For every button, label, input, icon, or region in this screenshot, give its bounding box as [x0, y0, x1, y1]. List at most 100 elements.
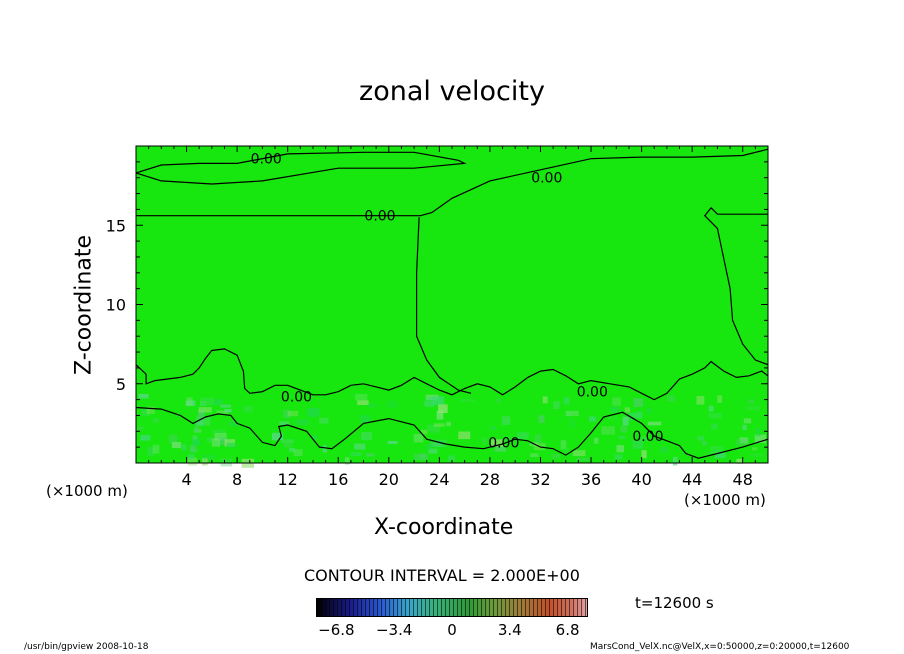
texture-patch	[565, 410, 579, 416]
texture-patch	[521, 433, 527, 438]
texture-patch	[622, 416, 629, 426]
texture-patch	[490, 439, 503, 447]
texture-patch	[212, 429, 226, 434]
texture-patch	[614, 454, 623, 460]
footer-source: MarsCond_VelX.nc@VelX,x=0:50000,z=0:2000…	[590, 642, 850, 652]
texture-patch	[608, 416, 618, 420]
texture-patch	[147, 446, 155, 456]
y-tick-label: 5	[116, 375, 126, 394]
texture-patch	[185, 400, 196, 406]
texture-patch	[714, 451, 726, 459]
texture-patch	[589, 416, 596, 422]
texture-patch	[746, 405, 760, 411]
texture-patch	[181, 444, 187, 451]
texture-patch	[355, 393, 368, 401]
x-tick-label: 48	[733, 470, 753, 489]
texture-patch	[530, 453, 539, 457]
texture-patch	[708, 405, 714, 412]
texture-patch	[553, 401, 560, 410]
texture-patch	[708, 413, 722, 419]
contour-label: 0.00	[531, 171, 562, 187]
contour-label: 0.00	[281, 389, 312, 405]
texture-patch	[709, 445, 723, 454]
texture-patch	[196, 416, 211, 426]
texture-patch	[243, 406, 254, 413]
x-tick-label: 20	[379, 470, 399, 489]
texture-patch	[187, 457, 198, 466]
texture-patch	[319, 417, 329, 424]
texture-patch	[645, 407, 653, 414]
texture-patch	[566, 411, 571, 417]
texture-patch	[322, 445, 327, 453]
texture-patch	[542, 396, 548, 404]
texture-patch	[426, 397, 438, 401]
zero-contour-lines	[135, 148, 769, 459]
texture-patch	[717, 395, 723, 403]
texture-patch	[620, 426, 627, 433]
texture-patch	[141, 408, 150, 417]
x-tick-label: 16	[328, 470, 348, 489]
texture-patch	[212, 399, 223, 406]
texture-patch	[198, 407, 212, 413]
x-tick-label: 32	[530, 470, 550, 489]
texture-patch	[496, 398, 501, 404]
texture-patch	[360, 415, 370, 423]
texture-patch	[192, 435, 198, 440]
texture-patch	[752, 447, 758, 451]
texture-patch	[413, 433, 424, 443]
texture-patch	[563, 447, 570, 454]
texture-patch	[188, 454, 195, 460]
texture-patch	[138, 393, 149, 399]
texture-patch	[428, 448, 438, 454]
x-tick-label: 28	[480, 470, 500, 489]
texture-patch	[272, 432, 283, 441]
texture-patch	[279, 421, 290, 425]
texture-patch	[756, 428, 761, 437]
texture-patch	[458, 431, 471, 440]
x-ticks: 4 8 12 16 20 24 28 32 36 40 44 48	[148, 146, 756, 489]
contour-line	[135, 348, 769, 401]
velocity-field-texture	[136, 393, 766, 468]
texture-patch	[563, 397, 570, 405]
x-tick-label: 4	[181, 470, 191, 489]
texture-patch	[426, 424, 440, 432]
contour-line	[703, 206, 769, 366]
texture-patch	[639, 436, 648, 441]
texture-patch	[494, 446, 507, 452]
texture-patch	[186, 397, 193, 406]
texture-patch	[618, 435, 626, 440]
texture-patch	[704, 452, 713, 457]
texture-patch	[207, 437, 213, 443]
texture-patch	[632, 440, 644, 449]
texture-patch	[152, 444, 160, 454]
contour-label: 0.00	[632, 429, 663, 445]
texture-patch	[660, 447, 669, 453]
texture-patch	[534, 434, 542, 443]
texture-patch	[576, 457, 589, 461]
contour-line	[416, 217, 472, 394]
y-axis-title: Z-coordinate	[71, 235, 97, 375]
texture-patch	[673, 456, 678, 466]
texture-patch	[216, 410, 229, 414]
x-unit-label-left: (×1000 m)	[46, 482, 128, 500]
texture-patch	[572, 450, 586, 457]
y-tick-label: 15	[106, 216, 126, 235]
time-label: t=12600 s	[635, 594, 714, 612]
contour-labels: 0.00 0.00 0.00 0.00 0.00 0.00 0.00	[251, 152, 664, 452]
texture-patch	[754, 434, 766, 444]
texture-patch	[190, 445, 196, 453]
colorbar-tick-label: −3.4	[375, 621, 413, 639]
contour-label: 0.00	[251, 152, 282, 168]
texture-patch	[594, 437, 599, 444]
texture-patch	[711, 423, 718, 430]
texture-patch	[414, 454, 428, 461]
colorbar-tick-label: 6.8	[555, 621, 580, 639]
texture-patch	[633, 398, 644, 407]
x-tick-label: 8	[232, 470, 242, 489]
texture-patch	[386, 400, 398, 408]
texture-patch	[191, 438, 201, 446]
texture-patch	[426, 443, 433, 450]
x-unit-label-right: (×1000 m)	[684, 491, 766, 509]
texture-patch	[502, 436, 516, 443]
